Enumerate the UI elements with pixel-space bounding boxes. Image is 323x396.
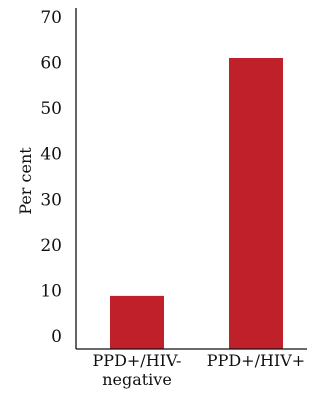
- x-tick-label: PPD+/HIV+: [207, 351, 305, 370]
- bars: [110, 58, 283, 350]
- y-tick-label: 60: [40, 54, 62, 74]
- y-tick-label: 30: [40, 190, 62, 210]
- y-tick-label: 10: [40, 281, 62, 301]
- x-axis-ticks: PPD+/HIV-negative PPD+/HIV+: [93, 351, 306, 389]
- bar: [229, 58, 283, 350]
- y-axis-label: Per cent: [16, 147, 35, 215]
- y-tick-label: 50: [40, 99, 62, 119]
- bar: [110, 295, 164, 349]
- y-tick-label: 20: [40, 236, 62, 256]
- y-tick-label: 40: [40, 145, 62, 165]
- x-tick-label-line: PPD+/HIV+: [207, 351, 305, 370]
- x-tick-label-line: PPD+/HIV-: [93, 351, 182, 370]
- x-tick-label-line: negative: [102, 370, 172, 389]
- x-tick-label: PPD+/HIV-negative: [93, 351, 182, 389]
- y-axis-ticks: 0 10 20 30 40 50 60 70: [40, 8, 62, 347]
- y-tick-label: 70: [40, 8, 62, 28]
- y-tick-label: 0: [51, 327, 62, 347]
